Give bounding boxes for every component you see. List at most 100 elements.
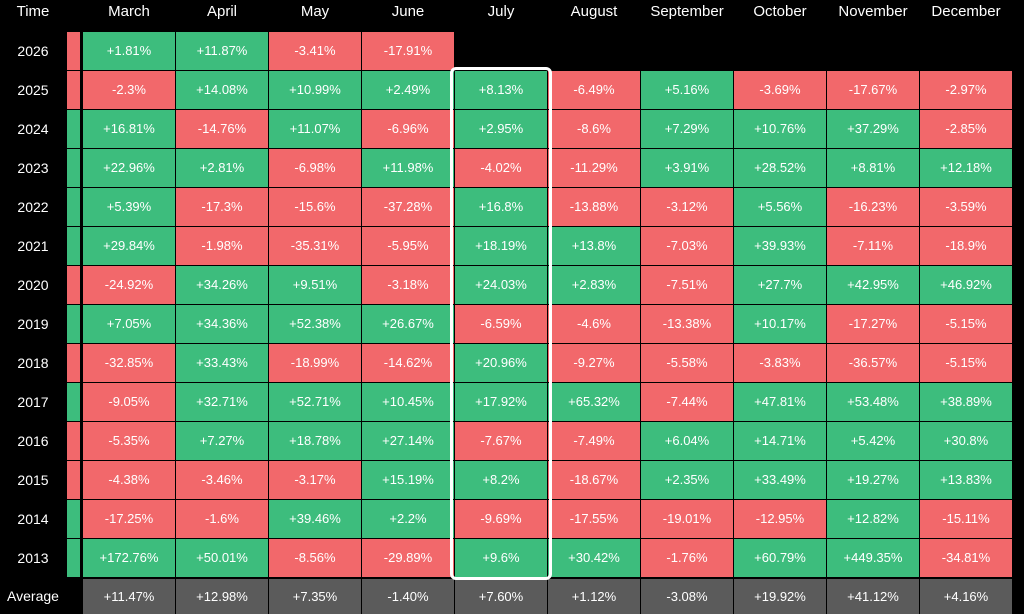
return-cell-2016-december: +30.8%	[920, 422, 1012, 460]
return-cell-2022-august: -13.88%	[548, 188, 640, 226]
return-cell-2013-september: -1.76%	[641, 539, 733, 577]
return-cell-2016-march: -5.35%	[83, 422, 175, 460]
return-cell-2018-october: -3.83%	[734, 344, 826, 382]
year-label-2026: 2026	[17, 43, 49, 59]
return-cell-2014-march: -17.25%	[83, 500, 175, 538]
return-cell-2019-march: +7.05%	[83, 305, 175, 343]
prior-month-stub-2025	[67, 71, 80, 109]
year-label-2020: 2020	[17, 277, 49, 293]
average-cell-may: +7.35%	[269, 579, 361, 614]
month-header-november: November	[838, 3, 908, 20]
return-cell-2019-november: -17.27%	[827, 305, 919, 343]
average-cell-june: -1.40%	[362, 579, 454, 614]
average-cell-november: +41.12%	[827, 579, 919, 614]
return-cell-2025-september: +5.16%	[641, 71, 733, 109]
average-cell-march: +11.47%	[83, 579, 175, 614]
month-header-april: April	[206, 3, 237, 20]
return-cell-2022-october: +5.56%	[734, 188, 826, 226]
return-cell-2014-november: +12.82%	[827, 500, 919, 538]
return-cell-2015-september: +2.35%	[641, 461, 733, 499]
return-cell-2014-may: +39.46%	[269, 500, 361, 538]
return-cell-2015-october: +33.49%	[734, 461, 826, 499]
return-cell-2016-june: +27.14%	[362, 422, 454, 460]
return-cell-2017-august: +65.32%	[548, 383, 640, 421]
return-cell-2021-august: +13.8%	[548, 227, 640, 265]
return-cell-2025-november: -17.67%	[827, 71, 919, 109]
return-cell-2023-july: -4.02%	[455, 149, 547, 187]
return-cell-2024-may: +11.07%	[269, 110, 361, 148]
return-cell-2024-november: +37.29%	[827, 110, 919, 148]
return-cell-2016-november: +5.42%	[827, 422, 919, 460]
month-header-september: September	[650, 3, 724, 20]
return-cell-2021-december: -18.9%	[920, 227, 1012, 265]
year-label-2021: 2021	[17, 238, 49, 254]
year-label-2017: 2017	[17, 394, 49, 410]
average-label: Average	[7, 588, 59, 604]
return-cell-2020-december: +46.92%	[920, 266, 1012, 304]
return-cell-2013-december: -34.81%	[920, 539, 1012, 577]
return-cell-2016-july: -7.67%	[455, 422, 547, 460]
average-cell-april: +12.98%	[176, 579, 268, 614]
return-cell-2021-may: -35.31%	[269, 227, 361, 265]
return-cell-2013-march: +172.76%	[83, 539, 175, 577]
return-cell-2020-september: -7.51%	[641, 266, 733, 304]
return-cell-2017-july: +17.92%	[455, 383, 547, 421]
return-cell-2015-april: -3.46%	[176, 461, 268, 499]
return-cell-2022-july: +16.8%	[455, 188, 547, 226]
return-cell-2022-may: -15.6%	[269, 188, 361, 226]
return-cell-2019-august: -4.6%	[548, 305, 640, 343]
return-cell-2021-june: -5.95%	[362, 227, 454, 265]
return-cell-2023-may: -6.98%	[269, 149, 361, 187]
return-cell-2014-april: -1.6%	[176, 500, 268, 538]
return-cell-2020-april: +34.26%	[176, 266, 268, 304]
prior-month-stub-2019	[67, 305, 80, 343]
prior-month-stub-2022	[67, 188, 80, 226]
return-cell-2025-august: -6.49%	[548, 71, 640, 109]
return-cell-2017-october: +47.81%	[734, 383, 826, 421]
return-cell-2021-november: -7.11%	[827, 227, 919, 265]
return-cell-2018-june: -14.62%	[362, 344, 454, 382]
return-cell-2018-august: -9.27%	[548, 344, 640, 382]
return-cell-2021-march: +29.84%	[83, 227, 175, 265]
prior-month-stub-2021	[67, 227, 80, 265]
return-cell-2017-may: +52.71%	[269, 383, 361, 421]
return-cell-2020-may: +9.51%	[269, 266, 361, 304]
return-cell-2013-july: +9.6%	[455, 539, 547, 577]
return-cell-2016-october: +14.71%	[734, 422, 826, 460]
return-cell-2013-may: -8.56%	[269, 539, 361, 577]
return-cell-2015-july: +8.2%	[455, 461, 547, 499]
year-label-2024: 2024	[17, 121, 49, 137]
prior-month-stub-2015	[67, 461, 80, 499]
return-cell-2024-july: +2.95%	[455, 110, 547, 148]
year-label-2018: 2018	[17, 355, 49, 371]
return-cell-2023-november: +8.81%	[827, 149, 919, 187]
return-cell-2018-september: -5.58%	[641, 344, 733, 382]
year-label-2023: 2023	[17, 160, 49, 176]
return-cell-2022-september: -3.12%	[641, 188, 733, 226]
return-cell-2025-june: +2.49%	[362, 71, 454, 109]
average-cell-july: +7.60%	[455, 579, 547, 614]
return-cell-2020-june: -3.18%	[362, 266, 454, 304]
corner-label-time: Time	[16, 3, 50, 20]
return-cell-2023-december: +12.18%	[920, 149, 1012, 187]
return-cell-2017-april: +32.71%	[176, 383, 268, 421]
month-header-march: March	[108, 3, 150, 20]
return-cell-2024-april: -14.76%	[176, 110, 268, 148]
return-cell-2024-march: +16.81%	[83, 110, 175, 148]
return-cell-2019-december: -5.15%	[920, 305, 1012, 343]
return-cell-2019-may: +52.38%	[269, 305, 361, 343]
return-cell-2015-august: -18.67%	[548, 461, 640, 499]
average-cell-september: -3.08%	[641, 579, 733, 614]
return-cell-2014-december: -15.11%	[920, 500, 1012, 538]
return-cell-2025-october: -3.69%	[734, 71, 826, 109]
return-cell-2024-october: +10.76%	[734, 110, 826, 148]
return-cell-2016-august: -7.49%	[548, 422, 640, 460]
return-cell-2025-december: -2.97%	[920, 71, 1012, 109]
month-header-june: June	[391, 3, 425, 20]
return-cell-2022-november: -16.23%	[827, 188, 919, 226]
return-cell-2019-october: +10.17%	[734, 305, 826, 343]
return-cell-2019-july: -6.59%	[455, 305, 547, 343]
month-header-december: December	[931, 3, 1001, 20]
prior-month-stub-2013	[67, 539, 80, 577]
return-cell-2017-september: -7.44%	[641, 383, 733, 421]
